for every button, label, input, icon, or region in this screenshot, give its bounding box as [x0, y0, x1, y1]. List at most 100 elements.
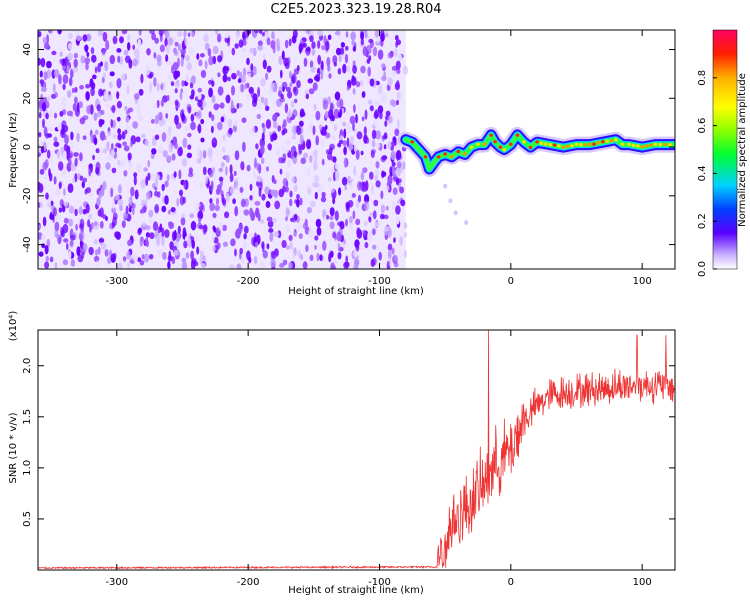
noise-speckle — [188, 167, 193, 175]
track-hotspot — [557, 144, 561, 148]
noise-speckle — [287, 91, 293, 99]
noise-speckle — [403, 222, 408, 229]
noise-speckle — [229, 173, 234, 183]
noise-speckle — [176, 70, 181, 78]
noise-speckle — [380, 32, 385, 42]
noise-speckle — [55, 233, 60, 239]
noise-speckle — [91, 54, 97, 63]
track-hotspot — [644, 144, 649, 148]
noise-speckle — [48, 168, 51, 178]
noise-speckle — [228, 127, 233, 135]
noise-speckle — [62, 83, 66, 90]
noise-speckle — [343, 128, 347, 139]
noise-speckle — [173, 249, 179, 256]
noise-speckle — [312, 82, 318, 91]
noise-speckle — [111, 207, 116, 214]
noise-speckle — [86, 51, 90, 58]
noise-speckle — [303, 57, 308, 67]
noise-speckle — [95, 260, 99, 268]
noise-speckle — [88, 192, 94, 198]
noise-speckle — [310, 150, 314, 157]
noise-speckle — [174, 88, 178, 94]
noise-speckle — [342, 63, 347, 74]
noise-speckle — [97, 246, 101, 255]
noise-speckle — [184, 236, 188, 242]
track-hotspot — [469, 145, 474, 149]
noise-speckle — [216, 184, 222, 193]
noise-speckle — [71, 87, 75, 94]
noise-speckle — [300, 112, 303, 118]
top-y-axis: -40 -20 0 20 40 — [22, 43, 675, 253]
top-y-tick-label: -40 — [22, 236, 33, 252]
colorbar-label: Normalized spectral amplitude — [737, 73, 748, 227]
noise-speckle — [241, 48, 247, 53]
noise-speckle — [138, 114, 144, 122]
noise-speckle — [179, 90, 183, 101]
noise-speckle — [231, 47, 236, 56]
noise-speckle — [279, 168, 283, 175]
noise-speckle — [396, 150, 402, 160]
noise-speckle — [285, 216, 288, 222]
noise-speckle — [197, 87, 203, 93]
noise-speckle — [250, 63, 254, 72]
noise-speckle — [338, 139, 344, 145]
noise-speckle — [72, 178, 75, 183]
noise-speckle — [256, 113, 261, 120]
noise-speckle — [330, 262, 335, 269]
noise-speckle — [87, 219, 91, 228]
noise-speckle — [341, 176, 348, 186]
track-hotspot — [601, 140, 605, 144]
noise-speckle — [126, 133, 130, 143]
noise-speckle — [270, 134, 274, 142]
noise-speckle — [148, 209, 154, 218]
noise-speckle — [296, 80, 301, 89]
noise-speckle — [212, 245, 216, 252]
noise-speckle — [291, 176, 296, 183]
noise-speckle — [262, 98, 269, 106]
noise-speckle — [274, 200, 281, 210]
noise-speckle — [38, 131, 42, 138]
noise-speckle — [355, 244, 360, 252]
noise-speckle — [262, 124, 266, 134]
noise-speckle — [117, 199, 124, 206]
noise-speckle — [258, 181, 263, 192]
noise-speckle — [101, 48, 106, 56]
noise-speckle — [241, 75, 247, 84]
noise-speckle — [364, 220, 368, 227]
noise-speckle — [320, 70, 324, 80]
noise-speckle — [191, 89, 195, 97]
noise-speckle — [307, 78, 314, 84]
noise-speckle — [343, 147, 346, 154]
noise-speckle — [232, 184, 239, 191]
noise-speckle — [334, 170, 340, 181]
noise-speckle — [153, 103, 158, 110]
noise-speckle — [273, 179, 277, 185]
noise-speckle — [183, 180, 187, 189]
noise-speckle — [112, 35, 118, 45]
noise-speckle — [234, 206, 239, 217]
noise-speckle — [310, 200, 316, 207]
track-hotspot — [579, 143, 583, 147]
noise-speckle — [246, 57, 250, 66]
noise-speckle — [159, 44, 165, 53]
noise-speckle — [106, 103, 111, 109]
noise-speckle — [63, 238, 69, 243]
noise-speckle — [74, 208, 78, 217]
noise-speckle — [243, 209, 250, 216]
colorbar-tick-label: 0.8 — [697, 70, 708, 86]
noise-speckle — [181, 261, 188, 269]
noise-speckle — [130, 141, 133, 148]
noise-speckle — [384, 214, 389, 220]
bottom-x-tick-label: -100 — [368, 577, 391, 588]
noise-speckle — [396, 91, 401, 100]
noise-speckle — [114, 231, 120, 239]
noise-speckle — [353, 128, 357, 133]
noise-speckle — [321, 139, 324, 147]
noise-speckle — [391, 70, 396, 78]
noise-speckle — [66, 242, 69, 251]
noise-speckle — [229, 264, 235, 269]
noise-speckle — [211, 114, 215, 122]
noise-speckle — [134, 189, 139, 200]
noise-speckle — [207, 147, 213, 158]
noise-speckle — [394, 48, 398, 58]
